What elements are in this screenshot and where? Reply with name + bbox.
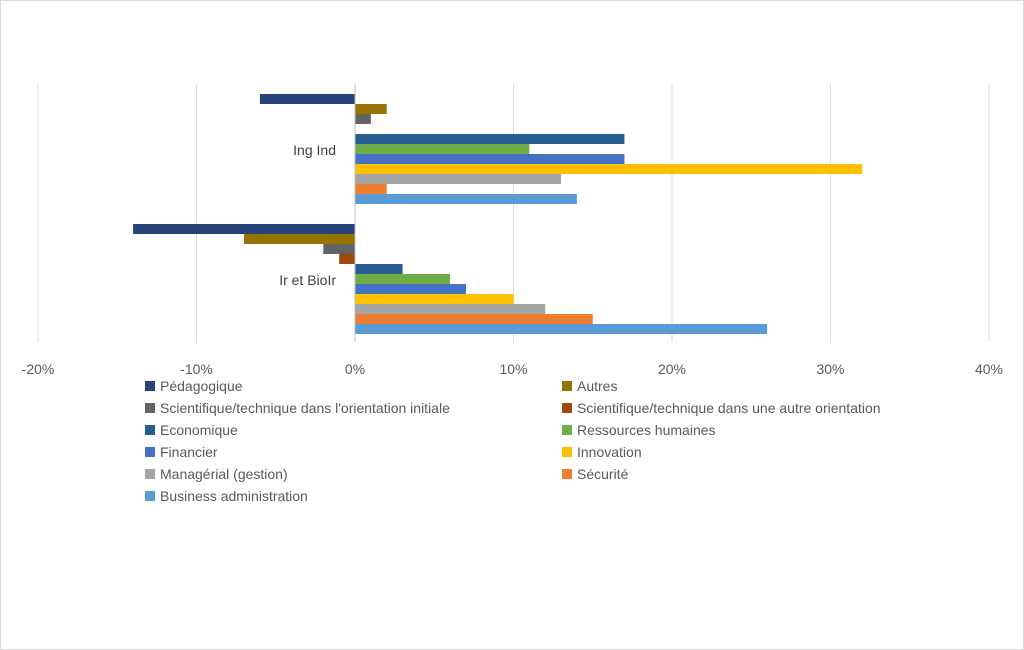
legend-label: Innovation	[577, 444, 642, 460]
bar	[355, 194, 577, 204]
bar	[355, 114, 371, 124]
bar	[339, 254, 355, 264]
bar	[355, 134, 625, 144]
legend-swatch	[145, 469, 155, 479]
legend-swatch	[562, 403, 572, 413]
legend-swatch	[562, 469, 572, 479]
x-tick-label: 0%	[345, 361, 365, 377]
bar	[355, 274, 451, 284]
bar	[355, 284, 466, 294]
bar	[355, 294, 514, 304]
x-tick-label: 30%	[816, 361, 844, 377]
bar	[259, 94, 355, 104]
legend-label: Business administration	[160, 488, 308, 504]
legend-label: Economique	[160, 422, 238, 438]
bar	[323, 244, 355, 254]
legend-label: Financier	[160, 444, 218, 460]
bar	[355, 184, 387, 194]
legend-label: Sécurité	[577, 466, 629, 482]
bar	[355, 304, 546, 314]
bar	[355, 314, 593, 324]
legend-label: Autres	[577, 378, 617, 394]
legend-label: Scientifique/technique dans l'orientatio…	[160, 400, 450, 416]
x-axis: -20% -10% 0% 10% 20% 30% 40%	[22, 84, 1003, 377]
legend-label: Scientifique/technique dans une autre or…	[577, 400, 881, 416]
bar	[133, 224, 355, 234]
bars	[133, 94, 863, 334]
legend-swatch	[145, 403, 155, 413]
category-label: Ing Ind	[293, 142, 336, 158]
x-tick-label: 40%	[975, 361, 1003, 377]
x-tick-label: -20%	[22, 361, 55, 377]
bar	[244, 234, 355, 244]
legend-label: Ressources humaines	[577, 422, 716, 438]
gridlines	[37, 84, 990, 342]
legend-swatch	[145, 447, 155, 457]
legend-swatch	[145, 381, 155, 391]
x-tick-label: 20%	[658, 361, 686, 377]
bar	[355, 164, 863, 174]
category-label: Ir et BioIr	[279, 272, 336, 288]
category-labels: Ing Ind Ir et BioIr	[279, 142, 336, 288]
legend-swatch	[562, 447, 572, 457]
legend-label: Managérial (gestion)	[160, 466, 288, 482]
legend-swatch	[562, 425, 572, 435]
x-tick-label: -10%	[180, 361, 213, 377]
legend-swatch	[145, 425, 155, 435]
legend-swatch	[145, 491, 155, 501]
bar	[355, 264, 403, 274]
bar	[355, 154, 625, 164]
x-tick-label: 10%	[499, 361, 527, 377]
bar	[355, 174, 562, 184]
legend: Pédagogique Autres Scientifique/technique …	[145, 378, 881, 504]
legend-swatch	[562, 381, 572, 391]
legend-label: Pédagogique	[160, 378, 243, 394]
bar	[355, 104, 387, 114]
bar	[355, 324, 768, 334]
bar	[355, 144, 530, 154]
